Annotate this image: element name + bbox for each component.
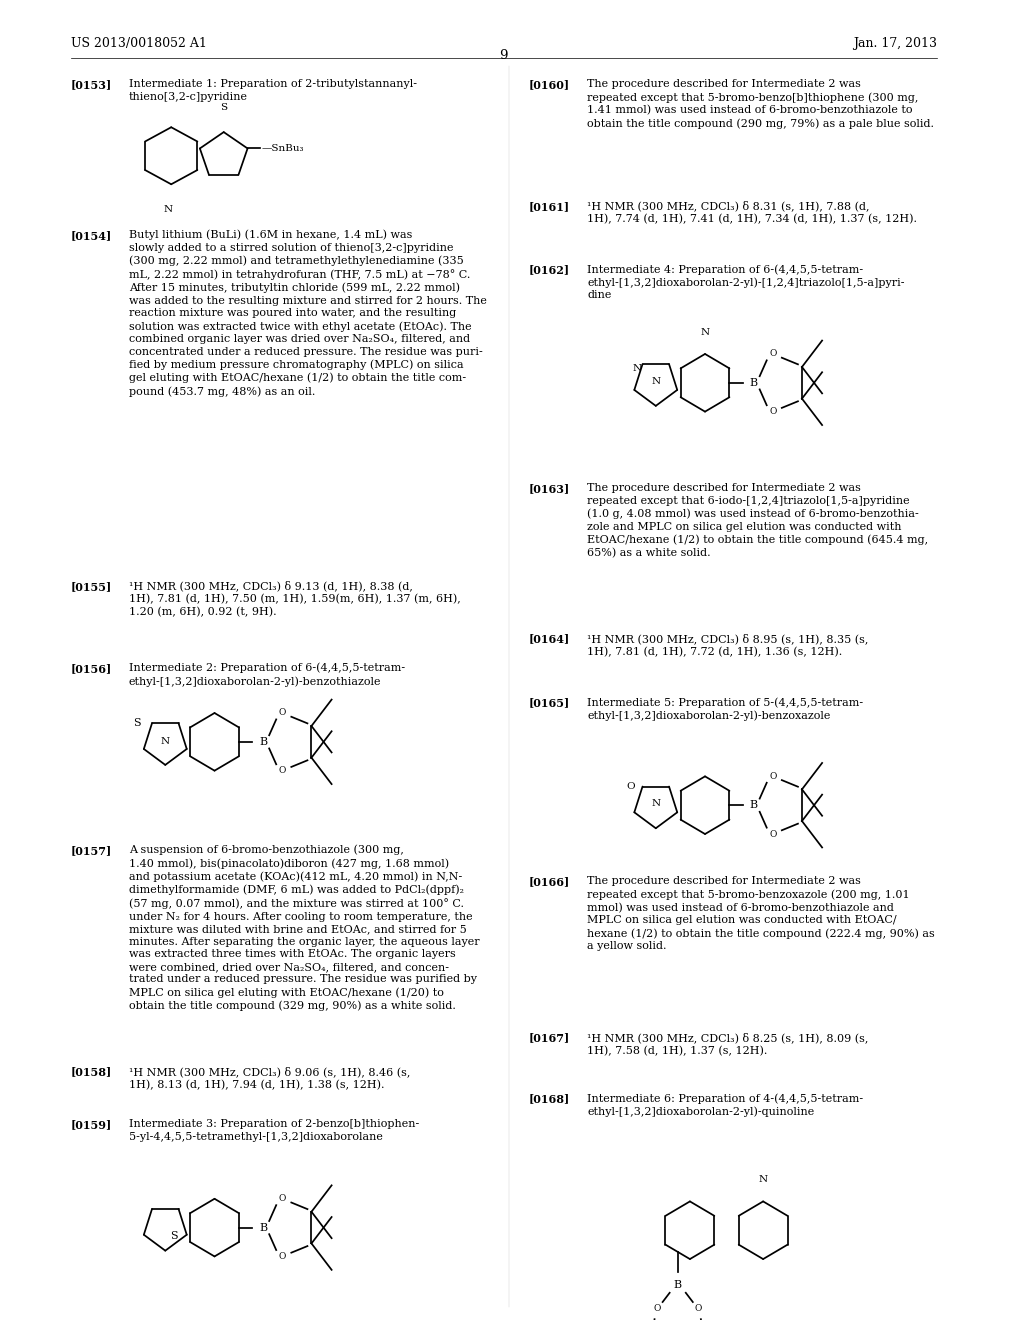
Text: [0155]: [0155] — [71, 581, 112, 591]
Text: [0158]: [0158] — [71, 1067, 112, 1077]
Text: O: O — [279, 1253, 286, 1261]
Text: ¹H NMR (300 MHz, CDCl₃) δ 9.06 (s, 1H), 8.46 (s,
1H), 8.13 (d, 1H), 7.94 (d, 1H): ¹H NMR (300 MHz, CDCl₃) δ 9.06 (s, 1H), … — [129, 1067, 411, 1090]
Text: O: O — [769, 350, 776, 358]
Text: B: B — [750, 378, 758, 388]
Text: S: S — [133, 718, 140, 729]
Text: S: S — [170, 1232, 177, 1241]
Text: 9: 9 — [500, 49, 508, 62]
Text: [0157]: [0157] — [71, 845, 112, 855]
Text: ¹H NMR (300 MHz, CDCl₃) δ 8.31 (s, 1H), 7.88 (d,
1H), 7.74 (d, 1H), 7.41 (d, 1H): ¹H NMR (300 MHz, CDCl₃) δ 8.31 (s, 1H), … — [587, 201, 918, 224]
Text: N: N — [651, 378, 660, 385]
Text: [0154]: [0154] — [71, 230, 112, 240]
Text: Intermediate 4: Preparation of 6-(4,4,5,5-tetram-
ethyl-[1,3,2]dioxaborolan-2-yl: Intermediate 4: Preparation of 6-(4,4,5,… — [587, 264, 904, 301]
Text: Intermediate 2: Preparation of 6-(4,4,5,5-tetram-
ethyl-[1,3,2]dioxaborolan-2-yl: Intermediate 2: Preparation of 6-(4,4,5,… — [129, 663, 406, 686]
Text: O: O — [654, 1304, 662, 1313]
Text: S: S — [220, 103, 227, 112]
Text: [0162]: [0162] — [528, 264, 570, 275]
Text: ¹H NMR (300 MHz, CDCl₃) δ 8.25 (s, 1H), 8.09 (s,
1H), 7.58 (d, 1H), 1.37 (s, 12H: ¹H NMR (300 MHz, CDCl₃) δ 8.25 (s, 1H), … — [587, 1032, 868, 1056]
Text: N: N — [161, 738, 170, 746]
Text: A suspension of 6-bromo-benzothiazole (300 mg,
1.40 mmol), bis(pinacolato)diboro: A suspension of 6-bromo-benzothiazole (3… — [129, 845, 479, 1011]
Text: [0165]: [0165] — [528, 697, 570, 708]
Text: Intermediate 5: Preparation of 5-(4,4,5,5-tetram-
ethyl-[1,3,2]dioxaborolan-2-yl: Intermediate 5: Preparation of 5-(4,4,5,… — [587, 697, 863, 721]
Text: O: O — [694, 1304, 701, 1313]
Text: O: O — [279, 767, 286, 775]
Text: [0166]: [0166] — [528, 876, 570, 887]
Text: [0163]: [0163] — [528, 483, 570, 494]
Text: O: O — [279, 1195, 286, 1203]
Text: The procedure described for Intermediate 2 was
repeated except that 6-iodo-[1,2,: The procedure described for Intermediate… — [587, 483, 929, 558]
Text: [0153]: [0153] — [71, 79, 112, 90]
Text: [0168]: [0168] — [528, 1093, 570, 1104]
Text: [0167]: [0167] — [528, 1032, 570, 1043]
Text: O: O — [626, 781, 635, 791]
Text: N: N — [633, 364, 642, 372]
Text: [0159]: [0159] — [71, 1119, 112, 1130]
Text: B: B — [674, 1280, 682, 1290]
Text: N: N — [651, 800, 660, 808]
Text: Jan. 17, 2013: Jan. 17, 2013 — [853, 37, 937, 50]
Text: O: O — [769, 408, 776, 416]
Text: Intermediate 1: Preparation of 2-tributylstannanyl-
thieno[3,2-c]pyridine: Intermediate 1: Preparation of 2-tributy… — [129, 79, 417, 102]
Text: —SnBu₃: —SnBu₃ — [262, 144, 304, 153]
Text: The procedure described for Intermediate 2 was
repeated except that 5-bromo-benz: The procedure described for Intermediate… — [587, 876, 935, 952]
Text: US 2013/0018052 A1: US 2013/0018052 A1 — [71, 37, 207, 50]
Text: Butyl lithium (BuLi) (1.6M in hexane, 1.4 mL) was
slowly added to a stirred solu: Butyl lithium (BuLi) (1.6M in hexane, 1.… — [129, 230, 486, 396]
Text: [0160]: [0160] — [528, 79, 570, 90]
Text: [0161]: [0161] — [528, 201, 570, 211]
Text: N: N — [700, 327, 710, 337]
Text: ¹H NMR (300 MHz, CDCl₃) δ 8.95 (s, 1H), 8.35 (s,
1H), 7.81 (d, 1H), 7.72 (d, 1H): ¹H NMR (300 MHz, CDCl₃) δ 8.95 (s, 1H), … — [587, 634, 868, 657]
Text: N: N — [164, 206, 173, 214]
Text: The procedure described for Intermediate 2 was
repeated except that 5-bromo-benz: The procedure described for Intermediate… — [587, 79, 934, 129]
Text: Intermediate 3: Preparation of 2-benzo[b]thiophen-
5-yl-4,4,5,5-tetramethyl-[1,3: Intermediate 3: Preparation of 2-benzo[b… — [129, 1119, 419, 1142]
Text: O: O — [769, 772, 776, 780]
Text: O: O — [769, 830, 776, 838]
Text: B: B — [259, 1222, 267, 1233]
Text: N: N — [759, 1175, 768, 1184]
Text: [0156]: [0156] — [71, 663, 112, 673]
Text: B: B — [750, 800, 758, 810]
Text: O: O — [279, 709, 286, 717]
Text: Intermediate 6: Preparation of 4-(4,4,5,5-tetram-
ethyl-[1,3,2]dioxaborolan-2-yl: Intermediate 6: Preparation of 4-(4,4,5,… — [587, 1093, 863, 1117]
Text: ¹H NMR (300 MHz, CDCl₃) δ 9.13 (d, 1H), 8.38 (d,
1H), 7.81 (d, 1H), 7.50 (m, 1H): ¹H NMR (300 MHz, CDCl₃) δ 9.13 (d, 1H), … — [129, 581, 461, 618]
Text: [0164]: [0164] — [528, 634, 570, 644]
Text: B: B — [259, 737, 267, 747]
